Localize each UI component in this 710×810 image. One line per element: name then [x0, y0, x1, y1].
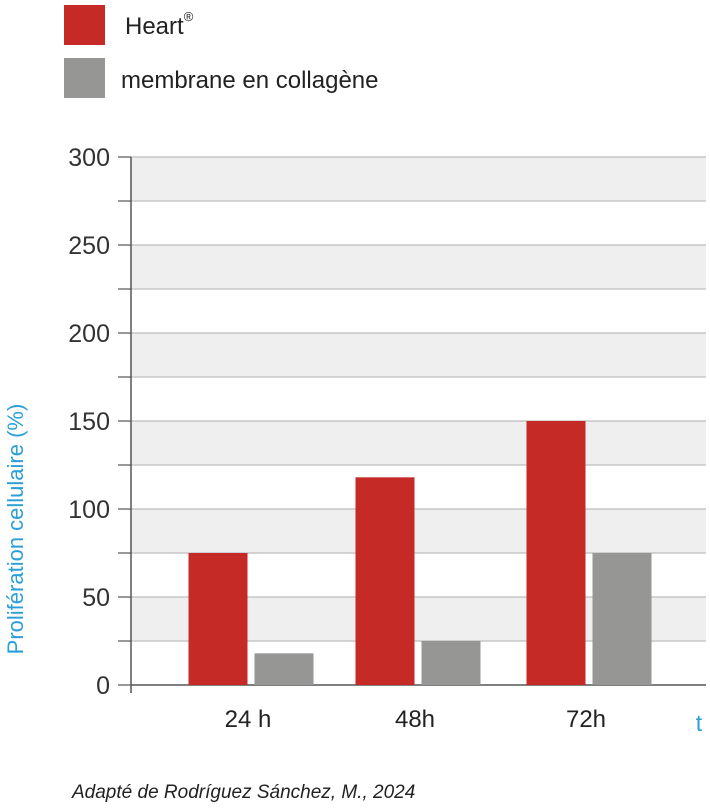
legend-label-collagen-membrane: membrane en collagène — [121, 67, 379, 94]
bar-heart — [188, 553, 248, 685]
y-tick-label: 100 — [68, 496, 110, 524]
x-axis-label: t — [696, 710, 703, 736]
legend-swatch-heart — [64, 5, 105, 45]
x-tick-label: 24 h — [225, 706, 272, 733]
bar-heart — [355, 477, 415, 685]
grid-band — [131, 333, 706, 377]
bar-collagen-membrane — [592, 553, 652, 685]
y-tick-label: 150 — [68, 408, 110, 436]
y-tick-label: 300 — [68, 144, 110, 172]
y-axis-label: Prolifération cellulaire (%) — [3, 404, 28, 655]
legend-label-heart: Heart® — [125, 9, 194, 40]
bar-collagen-membrane — [421, 641, 481, 685]
legend-swatch-collagen-membrane — [64, 58, 105, 98]
grid-band — [131, 245, 706, 289]
y-tick-label: 0 — [96, 672, 110, 700]
x-tick-label: 48h — [395, 706, 435, 733]
y-tick-label: 200 — [68, 320, 110, 348]
bar-collagen-membrane — [254, 653, 314, 685]
y-tick-label: 250 — [68, 232, 110, 260]
bar-chart: 0 50 100 150 200 250 300 24 h 48h 72h Prolifératio… — [3, 144, 706, 736]
bar-heart — [526, 421, 586, 685]
grid-band — [131, 157, 706, 201]
source-note: Adapté de Rodríguez Sánchez, M., 2024 — [72, 782, 416, 803]
x-tick-label: 72h — [566, 706, 606, 733]
grid-band — [131, 509, 706, 553]
grid-band — [131, 421, 706, 465]
y-tick-label: 50 — [82, 584, 110, 612]
legend-label-heart-sup: ® — [183, 9, 194, 24]
